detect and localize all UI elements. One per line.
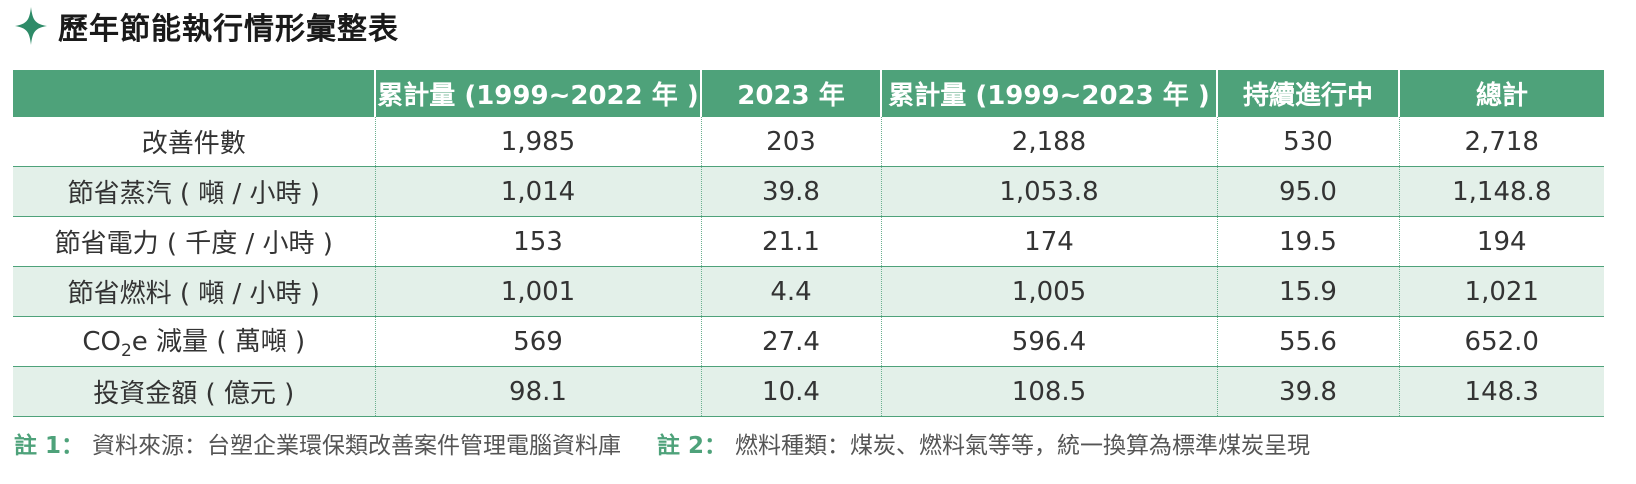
table-cell: 569 (374, 316, 701, 367)
table-cell: 98.1 (374, 366, 701, 417)
footnote-1: 註 1： 資料來源：台塑企業環保類改善案件管理電腦資料庫 (14, 426, 621, 460)
table-cell: 1,021 (1398, 266, 1604, 317)
page-title: 歷年節能執行情形彙整表 (58, 12, 399, 47)
row-label: CO2e 減量 ( 萬噸 ) (13, 316, 375, 367)
header-cell-cumulative-2022: 累計量 (1999~2022 年 ) (374, 70, 701, 117)
footnote-text: 資料來源：台塑企業環保類改善案件管理電腦資料庫 (92, 433, 622, 459)
table-cell: 530 (1216, 116, 1399, 167)
co2-label-prefix: CO (82, 327, 121, 358)
table-row: 節省燃料 ( 噸 / 小時 ) 1,001 4.4 1,005 15.9 1,0… (13, 266, 1604, 317)
table-cell: 95.0 (1216, 166, 1399, 217)
table-cell: 153 (374, 216, 701, 267)
footnote-text: 燃料種類：煤炭、燃料氣等等，統一換算為標準煤炭呈現 (735, 433, 1311, 459)
footnote-label: 註 2： (657, 433, 728, 459)
row-label: 節省電力 ( 千度 / 小時 ) (13, 216, 375, 267)
table-cell: 652.0 (1398, 316, 1604, 367)
co2-label-suffix: e 減量 ( 萬噸 ) (131, 327, 306, 358)
row-label: 改善件數 (13, 116, 375, 167)
table-cell: 203 (700, 116, 881, 167)
header-cell-empty (13, 70, 375, 117)
table-cell: 108.5 (880, 366, 1217, 417)
table-row: 投資金額 ( 億元 ) 98.1 10.4 108.5 39.8 148.3 (13, 366, 1604, 417)
header-row: 累計量 (1999~2022 年 ) 2023 年 累計量 (1999~2023… (13, 70, 1604, 117)
table-cell: 19.5 (1216, 216, 1399, 267)
sparkle-icon (15, 7, 47, 45)
table-cell: 21.1 (700, 216, 881, 267)
row-label: 節省燃料 ( 噸 / 小時 ) (13, 266, 375, 317)
table-row: 節省電力 ( 千度 / 小時 ) 153 21.1 174 19.5 194 (13, 216, 1604, 267)
table-cell: 2,188 (880, 116, 1217, 167)
header-cell-ongoing: 持續進行中 (1216, 70, 1399, 117)
table-row: 改善件數 1,985 203 2,188 530 2,718 (13, 116, 1604, 167)
table-cell: 2,718 (1398, 116, 1604, 167)
table-cell: 4.4 (700, 266, 881, 317)
table-cell: 10.4 (700, 366, 881, 417)
table-row: CO2e 減量 ( 萬噸 ) 569 27.4 596.4 55.6 652.0 (13, 316, 1604, 367)
table-cell: 1,148.8 (1398, 166, 1604, 217)
title-bar: 歷年節能執行情形彙整表 (14, 4, 399, 48)
co2-label-subscript: 2 (120, 341, 132, 362)
table-cell: 148.3 (1398, 366, 1604, 417)
table-cell: 1,985 (374, 116, 701, 167)
row-label: 節省蒸汽 ( 噸 / 小時 ) (13, 166, 375, 217)
table-cell: 596.4 (880, 316, 1217, 367)
table-cell: 15.9 (1216, 266, 1399, 317)
footnote-2: 註 2： 燃料種類：煤炭、燃料氣等等，統一換算為標準煤炭呈現 (657, 426, 1310, 460)
table-cell: 39.8 (1216, 366, 1399, 417)
header-cell-cumulative-2023: 累計量 (1999~2023 年 ) (880, 70, 1217, 117)
header-cell-total: 總計 (1398, 70, 1604, 117)
table-cell: 194 (1398, 216, 1604, 267)
table-cell: 27.4 (700, 316, 881, 367)
header-cell-2023: 2023 年 (700, 70, 881, 117)
table-cell: 174 (880, 216, 1217, 267)
table-row: 節省蒸汽 ( 噸 / 小時 ) 1,014 39.8 1,053.8 95.0 … (13, 166, 1604, 217)
energy-saving-table: 累計量 (1999~2022 年 ) 2023 年 累計量 (1999~2023… (13, 70, 1604, 417)
table-cell: 1,005 (880, 266, 1217, 317)
row-label: 投資金額 ( 億元 ) (13, 366, 375, 417)
table-cell: 1,053.8 (880, 166, 1217, 217)
table-cell: 1,014 (374, 166, 701, 217)
table-cell: 39.8 (700, 166, 881, 217)
footnote-label: 註 1： (14, 433, 85, 459)
table-cell: 1,001 (374, 266, 701, 317)
table-cell: 55.6 (1216, 316, 1399, 367)
footnotes: 註 1： 資料來源：台塑企業環保類改善案件管理電腦資料庫 註 2： 燃料種類：煤炭、… (14, 426, 1310, 460)
